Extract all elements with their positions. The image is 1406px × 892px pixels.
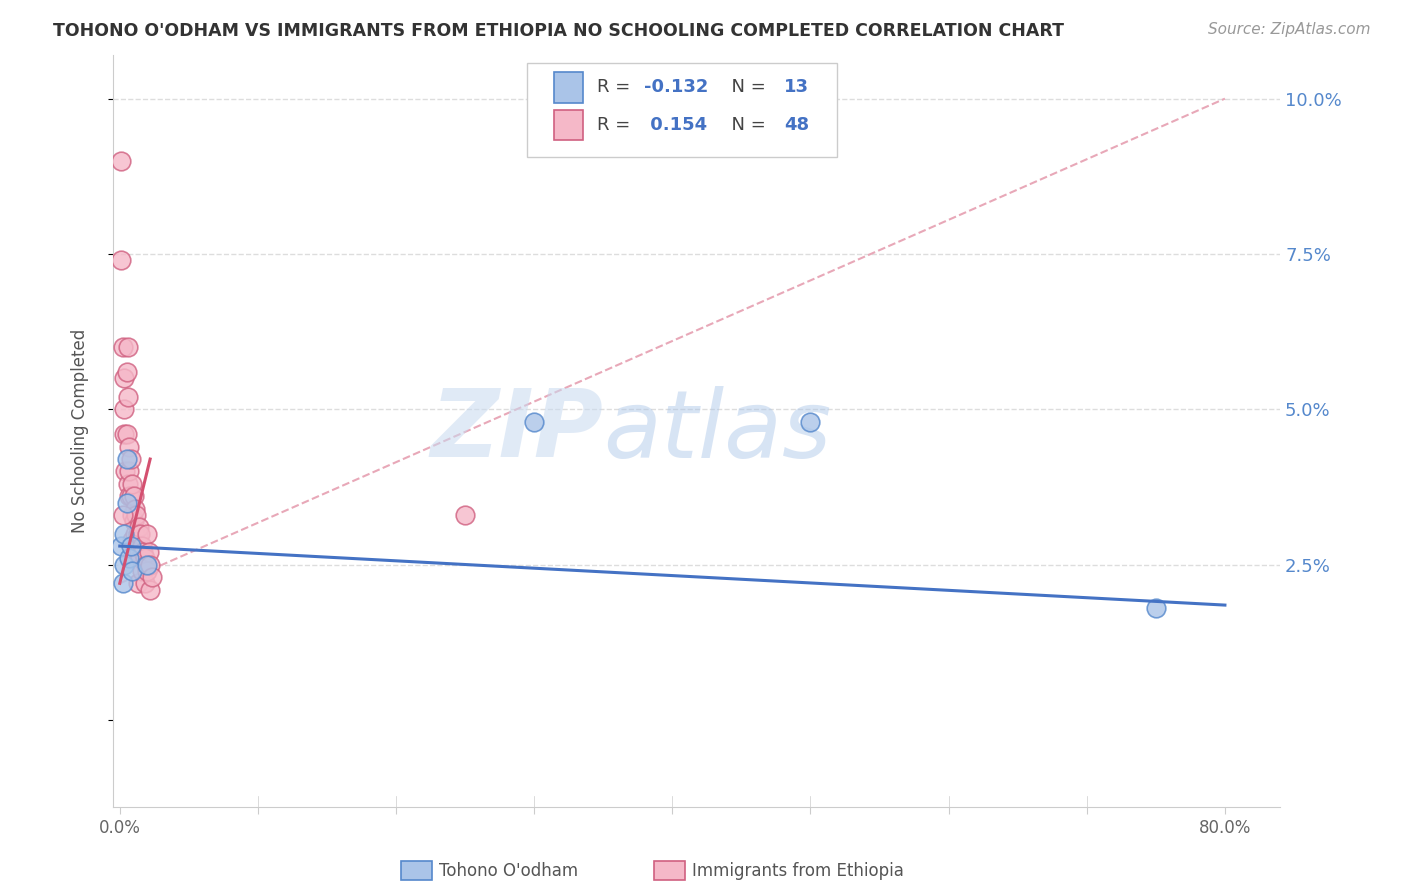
Point bbox=[115, 365, 138, 379]
Point bbox=[128, 520, 150, 534]
Text: Tohono O'odham: Tohono O'odham bbox=[439, 862, 578, 880]
Point bbox=[122, 514, 145, 528]
Point bbox=[136, 526, 159, 541]
Point bbox=[111, 508, 134, 522]
Point bbox=[141, 570, 163, 584]
Point bbox=[117, 477, 139, 491]
Point bbox=[135, 558, 157, 572]
FancyBboxPatch shape bbox=[554, 72, 583, 103]
Point bbox=[131, 564, 153, 578]
Point bbox=[121, 477, 143, 491]
Point bbox=[127, 526, 149, 541]
Point bbox=[120, 539, 142, 553]
Point bbox=[454, 508, 477, 522]
Point bbox=[799, 415, 821, 429]
Point bbox=[131, 539, 153, 553]
Text: 48: 48 bbox=[785, 116, 810, 134]
Point bbox=[127, 545, 149, 559]
Point bbox=[118, 551, 141, 566]
Text: Source: ZipAtlas.com: Source: ZipAtlas.com bbox=[1208, 22, 1371, 37]
Point bbox=[118, 465, 141, 479]
Point bbox=[121, 533, 143, 547]
Point bbox=[112, 427, 135, 442]
Text: R =: R = bbox=[598, 116, 637, 134]
Point bbox=[523, 415, 546, 429]
Point bbox=[124, 501, 146, 516]
Point bbox=[129, 526, 152, 541]
Point bbox=[117, 390, 139, 404]
Point bbox=[114, 465, 136, 479]
Point bbox=[129, 551, 152, 566]
Point bbox=[111, 340, 134, 354]
Point bbox=[134, 576, 156, 591]
Point bbox=[122, 539, 145, 553]
Point bbox=[122, 489, 145, 503]
Point bbox=[120, 452, 142, 467]
Point bbox=[110, 253, 132, 268]
Point bbox=[117, 340, 139, 354]
Text: -0.132: -0.132 bbox=[644, 78, 709, 96]
Point bbox=[1144, 601, 1167, 615]
Point bbox=[115, 427, 138, 442]
Point bbox=[128, 545, 150, 559]
Point bbox=[115, 452, 138, 467]
Text: 13: 13 bbox=[785, 78, 808, 96]
Point bbox=[110, 153, 132, 168]
Point bbox=[134, 551, 156, 566]
Point bbox=[112, 526, 135, 541]
Text: TOHONO O'ODHAM VS IMMIGRANTS FROM ETHIOPIA NO SCHOOLING COMPLETED CORRELATION CH: TOHONO O'ODHAM VS IMMIGRANTS FROM ETHIOP… bbox=[53, 22, 1064, 40]
Point bbox=[112, 371, 135, 385]
Point bbox=[132, 545, 155, 559]
Point bbox=[139, 582, 162, 597]
Text: 0.154: 0.154 bbox=[644, 116, 707, 134]
Point bbox=[115, 495, 138, 509]
Text: Immigrants from Ethiopia: Immigrants from Ethiopia bbox=[692, 862, 904, 880]
Point bbox=[118, 489, 141, 503]
Text: ZIP: ZIP bbox=[430, 385, 603, 477]
FancyBboxPatch shape bbox=[554, 110, 583, 140]
Text: R =: R = bbox=[598, 78, 637, 96]
Point bbox=[125, 508, 148, 522]
Y-axis label: No Schooling Completed: No Schooling Completed bbox=[72, 329, 89, 533]
Point bbox=[121, 564, 143, 578]
Point bbox=[111, 576, 134, 591]
Text: atlas: atlas bbox=[603, 385, 831, 476]
Point bbox=[136, 558, 159, 572]
Point bbox=[136, 564, 159, 578]
Text: N =: N = bbox=[720, 78, 772, 96]
FancyBboxPatch shape bbox=[527, 62, 837, 157]
Point bbox=[127, 576, 149, 591]
Point bbox=[118, 440, 141, 454]
Point bbox=[120, 489, 142, 503]
Point bbox=[125, 539, 148, 553]
Point bbox=[124, 526, 146, 541]
Text: N =: N = bbox=[720, 116, 772, 134]
Point bbox=[112, 558, 135, 572]
Point bbox=[121, 508, 143, 522]
Point bbox=[139, 558, 162, 572]
Point bbox=[138, 545, 160, 559]
Point bbox=[110, 539, 132, 553]
Point bbox=[112, 402, 135, 417]
